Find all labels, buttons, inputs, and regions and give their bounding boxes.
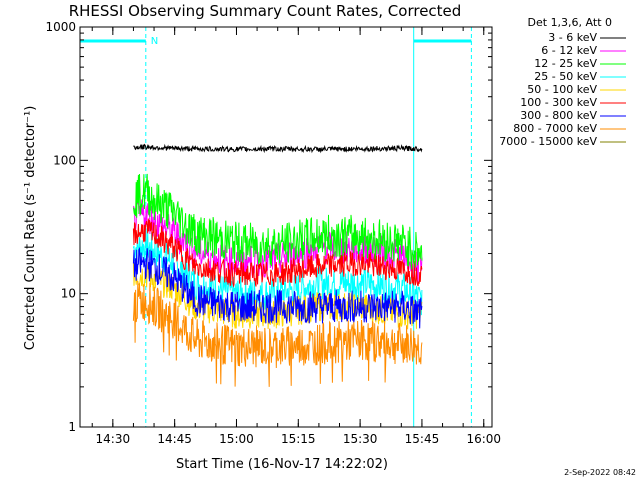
legend-label-0: 3 - 6 keV [548, 31, 597, 44]
x-tick-label-4: 15:30 [343, 432, 378, 446]
y-tick-label-1: 10 [61, 287, 76, 301]
legend-label-4: 50 - 100 keV [527, 83, 597, 96]
x-tick-label-1: 14:45 [157, 432, 192, 446]
legend-label-8: 7000 - 15000 keV [499, 135, 597, 148]
series-line-2 [132, 173, 423, 270]
y-tick-label-2: 100 [53, 153, 76, 167]
plot-frame [79, 26, 493, 428]
x-tick-label-3: 15:15 [281, 432, 316, 446]
series-line-5 [132, 218, 423, 288]
y-tick-label-3: 1000 [45, 20, 76, 34]
plot-area: N [79, 27, 472, 427]
chart-title: RHESSI Observing Summary Count Rates, Co… [69, 2, 462, 20]
series-line-3 [132, 227, 423, 316]
x-axis-label: Start Time (16-Nov-17 14:22:02) [176, 457, 388, 472]
x-tick-label-0: 14:30 [96, 432, 131, 446]
x-tick-label-2: 15:00 [219, 432, 254, 446]
legend-label-6: 300 - 800 keV [520, 109, 597, 122]
y-axis-label: Corrected Count Rate (s⁻¹ detector⁻¹) [23, 106, 38, 351]
legend-title: Det 1,3,6, Att 0 [528, 16, 612, 29]
legend-label-2: 12 - 25 keV [534, 57, 597, 70]
legend-label-5: 100 - 300 keV [520, 96, 597, 109]
series-line-6 [132, 246, 423, 329]
legend-label-1: 6 - 12 keV [541, 44, 597, 57]
y-tick-label-0: 1 [68, 420, 76, 434]
axes: 14:30 14:45 15:00 15:15 15:30 15:45 16:00 1 10 10… [45, 20, 501, 446]
series-line-0 [133, 143, 423, 154]
legend-label-3: 25 - 50 keV [534, 70, 597, 83]
footer-timestamp: 2-Sep-2022 08:42 [564, 468, 636, 477]
legend-label-7: 800 - 7000 keV [513, 122, 597, 135]
night-bar-label-0: N [151, 36, 158, 47]
x-tick-label-5: 15:45 [405, 432, 440, 446]
series-line-7 [132, 281, 423, 387]
x-tick-label-6: 16:00 [466, 432, 501, 446]
